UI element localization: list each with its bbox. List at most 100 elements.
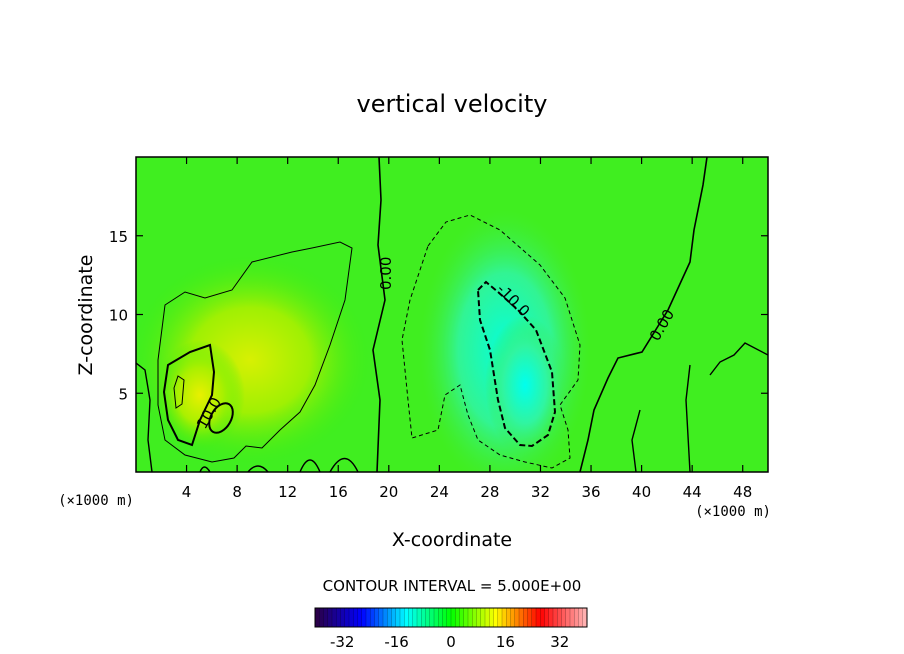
colorbar-cell — [349, 608, 354, 627]
colorbar-cell — [489, 608, 494, 627]
colorbar-ticks: -32 -16 0 16 32 — [330, 633, 569, 651]
x-tick-label: 36 — [581, 483, 600, 501]
colorbar-cell — [472, 608, 477, 627]
chart-title: vertical velocity — [357, 90, 548, 118]
colorbar-cell — [421, 608, 426, 627]
colorbar-cell — [442, 608, 448, 627]
y-axis-label: Z-coordinate — [75, 255, 97, 376]
colorbar-cell — [455, 608, 460, 627]
zero-contour-edge — [709, 342, 768, 376]
negative-10-contour — [476, 280, 557, 448]
colorbar-cell — [434, 608, 439, 627]
positive-15-contour — [173, 375, 185, 409]
zero-contour-center — [372, 157, 386, 472]
colorbar — [314, 607, 588, 628]
colorbar-cell — [417, 608, 422, 627]
colorbar-cell — [527, 608, 533, 627]
colorbar-cell — [429, 608, 435, 627]
colorbar-cell — [468, 608, 473, 627]
colorbar-cell — [523, 608, 528, 627]
colorbar-cell — [514, 608, 520, 627]
x-unit-label: (×1000 m) — [695, 504, 771, 520]
colorbar-cell — [327, 608, 333, 627]
colorbar-cell — [510, 608, 516, 627]
downdraft-core — [485, 315, 565, 455]
colorbar-cell — [425, 608, 431, 627]
colorbar-tick-label: 0 — [446, 633, 456, 651]
positive-5-contour — [157, 241, 353, 463]
colorbar-cell — [574, 608, 579, 627]
x-tick-label: 44 — [683, 483, 702, 501]
y-tick-label: 15 — [109, 228, 128, 246]
colorbar-cell — [353, 608, 358, 627]
colorbar-cell — [497, 608, 503, 627]
colorbar-cell — [412, 608, 418, 627]
y-axis: 5 10 15 — [109, 228, 768, 403]
colorbar-cell — [502, 608, 507, 627]
colorbar-cell — [336, 608, 341, 627]
x-tick-label: 48 — [733, 483, 752, 501]
colorbar-cell — [557, 608, 562, 627]
colorbar-cell — [446, 608, 452, 627]
colorbar-cell — [374, 608, 380, 627]
colorbar-cell — [378, 608, 384, 627]
positive-10-contour-small — [208, 402, 234, 434]
x-tick-label: 8 — [232, 483, 242, 501]
colorbar-cell — [485, 608, 490, 627]
colorbar-cell — [387, 608, 392, 627]
colorbar-cell — [506, 608, 511, 627]
colorbar-cell — [395, 608, 401, 627]
colorbar-cell — [548, 608, 554, 627]
colorbar-cell — [540, 608, 545, 627]
colorbar-cell — [319, 608, 324, 627]
colorbar-cell — [323, 608, 329, 627]
colorbar-cell — [344, 608, 350, 627]
colorbar-cell — [357, 608, 363, 627]
colorbar-cell — [536, 608, 541, 627]
colorbar-cell — [361, 608, 367, 627]
colorbar-cell — [404, 608, 409, 627]
y-tick-label: 5 — [118, 385, 128, 403]
colorbar-cell — [370, 608, 375, 627]
colorbar-cell — [561, 608, 567, 627]
colorbar-tick-label: 16 — [496, 633, 515, 651]
x-tick-label: 16 — [329, 483, 348, 501]
positive-10-contour — [162, 343, 216, 447]
zero-contour-right — [579, 157, 708, 472]
negative-5-contour — [401, 214, 581, 469]
colorbar-cell — [519, 608, 524, 627]
updraft-core — [155, 340, 245, 450]
colorbar-cell — [391, 608, 397, 627]
colorbar-cell — [383, 608, 388, 627]
colorbar-cell — [553, 608, 558, 627]
x-tick-label: 28 — [480, 483, 499, 501]
colorbar-frame — [314, 607, 588, 628]
colorbar-cell — [463, 608, 469, 627]
colorbar-cell — [476, 608, 482, 627]
plot-field — [136, 157, 768, 472]
colorbar-cell — [400, 608, 405, 627]
x-tick-label: 32 — [531, 483, 550, 501]
x-tick-label: 40 — [632, 483, 651, 501]
x-unit-label: (×1000 m) — [58, 493, 134, 509]
colorbar-cell — [480, 608, 486, 627]
colorbar-cell — [408, 608, 414, 627]
zero-contour-blobs — [199, 457, 359, 472]
colorbar-cell — [544, 608, 550, 627]
colorbar-cell — [340, 608, 346, 627]
x-axis-label: X-coordinate — [392, 529, 512, 551]
colorbar-tick-label: -16 — [384, 633, 409, 651]
colorbar-cell — [315, 608, 320, 627]
y-tick-label: 10 — [109, 307, 128, 325]
colorbar-cell — [438, 608, 443, 627]
colorbar-cell — [565, 608, 571, 627]
contour-interval-note: CONTOUR INTERVAL = 5.000E+00 — [323, 577, 582, 595]
colorbar-cell — [570, 608, 575, 627]
colorbar-tick-label: 32 — [550, 633, 569, 651]
colorbar-cell — [459, 608, 465, 627]
colorbar-cell — [493, 608, 499, 627]
colorbar-cell — [451, 608, 456, 627]
zero-contour-fragments — [631, 364, 691, 472]
x-tick-label: 24 — [430, 483, 449, 501]
